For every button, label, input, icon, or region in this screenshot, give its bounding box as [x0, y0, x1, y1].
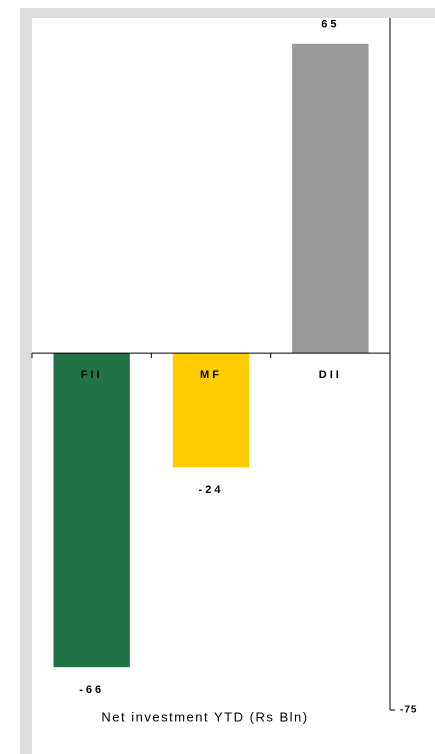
x-tick-label: FII [81, 369, 103, 381]
data-label: -66 [79, 684, 104, 696]
x-tick-label: DII [319, 369, 342, 381]
bar [172, 353, 250, 468]
bar [53, 353, 130, 668]
x-tick-label: MF [200, 369, 222, 381]
chart-title: Net investment YTD (Rs Bln) [101, 709, 308, 724]
bar [292, 43, 369, 354]
data-label: 65 [321, 19, 339, 31]
data-label: -24 [199, 484, 224, 496]
y-tick-label: -75 [400, 705, 417, 716]
